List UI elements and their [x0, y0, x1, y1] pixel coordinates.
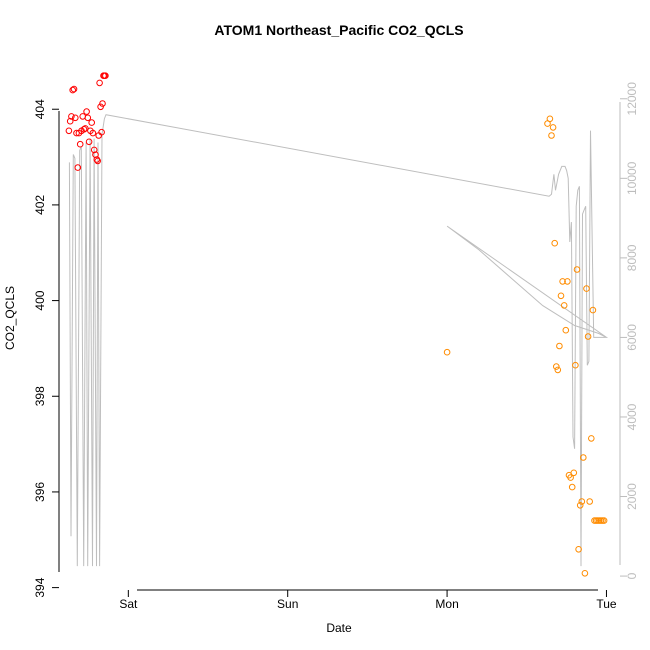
data-point-orange — [560, 302, 568, 309]
y-right-tick-label: 2000 — [625, 483, 639, 510]
data-point-orange — [578, 498, 586, 505]
data-point-red — [80, 126, 88, 133]
data-point-orange — [559, 278, 566, 285]
data-point-red — [98, 128, 105, 136]
altitude-line — [68, 114, 609, 567]
y-right-tick-label: 4000 — [625, 403, 639, 430]
data-point-orange — [573, 266, 581, 273]
data-point-red — [94, 157, 101, 165]
data-point-orange — [588, 435, 595, 442]
y-right-tick-label: 0 — [625, 572, 639, 579]
data-point-red — [66, 117, 74, 125]
x-tick-label: Sun — [277, 597, 298, 611]
data-point-orange — [570, 469, 578, 477]
data-point-red — [92, 151, 99, 158]
data-point-red — [69, 86, 76, 94]
data-point-orange — [549, 124, 557, 131]
data-point-red — [102, 72, 109, 79]
data-point-red — [97, 103, 104, 111]
data-point-orange — [581, 570, 589, 577]
data-point-red — [90, 146, 98, 154]
data-point-orange — [572, 361, 579, 369]
data-point-orange — [551, 239, 559, 247]
data-point-orange — [567, 474, 574, 481]
data-point-orange — [548, 132, 555, 139]
data-point-red — [99, 100, 106, 107]
data-point-orange — [600, 517, 608, 524]
chart-title: ATOM1 Northeast_Pacific CO2_QCLS — [214, 22, 463, 38]
data-point-orange — [568, 483, 576, 491]
x-axis-label: Date — [326, 621, 352, 635]
y-tick-label: 394 — [33, 577, 47, 597]
data-point-orange — [554, 366, 562, 374]
data-point-orange — [443, 348, 451, 356]
data-point-red — [74, 164, 82, 171]
data-point-red — [70, 85, 78, 93]
y-right-tick-label: 10000 — [625, 161, 639, 195]
y-tick-label: 396 — [33, 482, 47, 502]
data-point-orange — [557, 292, 565, 300]
data-point-orange — [589, 306, 597, 314]
altitude-line-series — [68, 114, 609, 567]
data-point-orange — [583, 285, 590, 292]
data-point-red — [84, 114, 92, 122]
y-tick-label: 398 — [33, 386, 47, 406]
data-points — [65, 72, 608, 577]
data-point-orange — [586, 498, 594, 505]
y-ticks: 394 396 398 400 402 404 — [33, 99, 59, 598]
data-point-red — [83, 108, 90, 115]
data-point-orange — [553, 363, 560, 370]
data-point-red — [72, 114, 79, 122]
data-point-red — [89, 129, 97, 137]
data-point-orange — [584, 333, 592, 340]
data-point-red — [88, 119, 95, 126]
data-point-orange — [546, 115, 554, 123]
data-point-red — [65, 127, 73, 135]
y-tick-label: 404 — [33, 99, 47, 119]
y-right-tick-label: 8000 — [625, 244, 639, 271]
y-right-tick-label: 6000 — [625, 324, 639, 351]
x-tick-label: Mon — [435, 597, 458, 611]
data-point-orange — [576, 502, 584, 509]
y-right-ticks: 0 2000 4000 6000 8000 10000 12000 — [620, 82, 639, 579]
data-point-red — [85, 138, 93, 146]
x-tick-label: Tue — [596, 597, 617, 611]
x-tick-label: Sat — [119, 597, 138, 611]
data-point-red — [82, 125, 89, 132]
y-tick-label: 400 — [33, 290, 47, 310]
y-right-tick-label: 12000 — [625, 82, 639, 116]
data-point-orange — [580, 454, 587, 461]
data-point-orange — [564, 278, 571, 285]
data-point-red — [68, 113, 75, 120]
data-point-red — [76, 140, 84, 148]
x-ticks: Sat Sun Mon Tue — [119, 590, 617, 611]
data-point-red — [96, 79, 103, 87]
data-point-red — [93, 156, 101, 163]
y-tick-label: 402 — [33, 195, 47, 215]
data-point-orange — [575, 546, 582, 553]
data-point-orange — [562, 326, 570, 334]
y-axis-label: CO2_QCLS — [3, 286, 17, 350]
data-point-orange — [556, 342, 563, 350]
